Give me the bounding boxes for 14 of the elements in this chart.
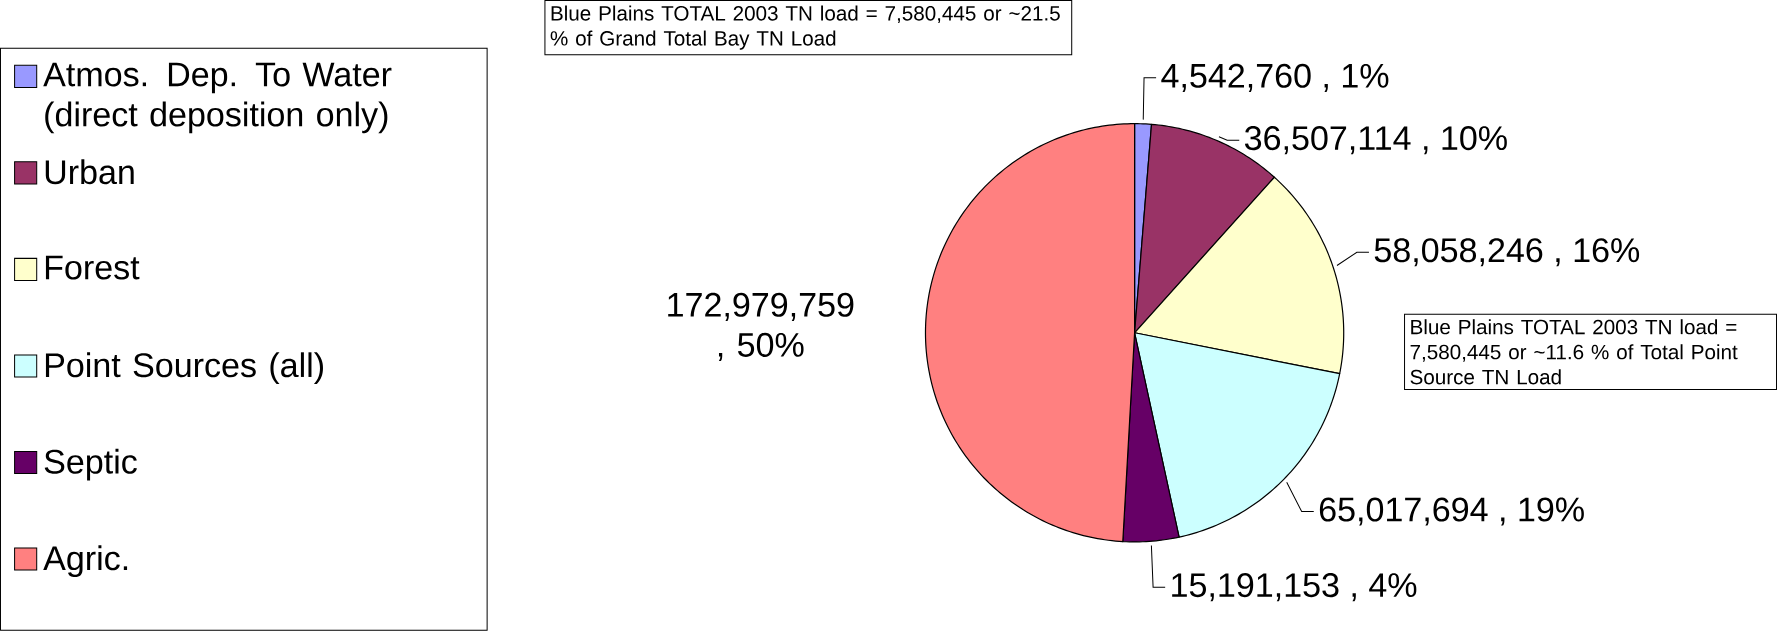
data-label: 15,191,153 , 4%	[1172, 573, 1417, 602]
data-label: 4,542,760 , 1%	[1161, 63, 1389, 92]
data-label: 65,017,694 , 19%	[1319, 497, 1584, 526]
text: Blue Plains TOTAL 2003 TN load = 7,580,445 or ~21.5 % of Grand Total Bay TN Load	[550, 5, 1060, 50]
legend-label: Atmos. Dep. To Water (direct deposition only)	[43, 62, 392, 134]
legend-label: Forest	[45, 255, 140, 280]
legend-label: Agric.	[43, 545, 128, 578]
data-label: 172,979,759 , 50%	[668, 292, 854, 362]
legend-label: Urban	[45, 159, 134, 185]
legend-label: Septic	[44, 448, 137, 481]
data-label: 58,058,246 , 16%	[1374, 238, 1640, 267]
legend-label: Point Sources (all)	[45, 352, 323, 385]
text: Blue Plains TOTAL 2003 TN load = 7,580,445 or ~11.6 % of Total Point Source TN Load	[1410, 319, 1738, 385]
data-label: 36,507,114 , 10%	[1244, 126, 1507, 155]
